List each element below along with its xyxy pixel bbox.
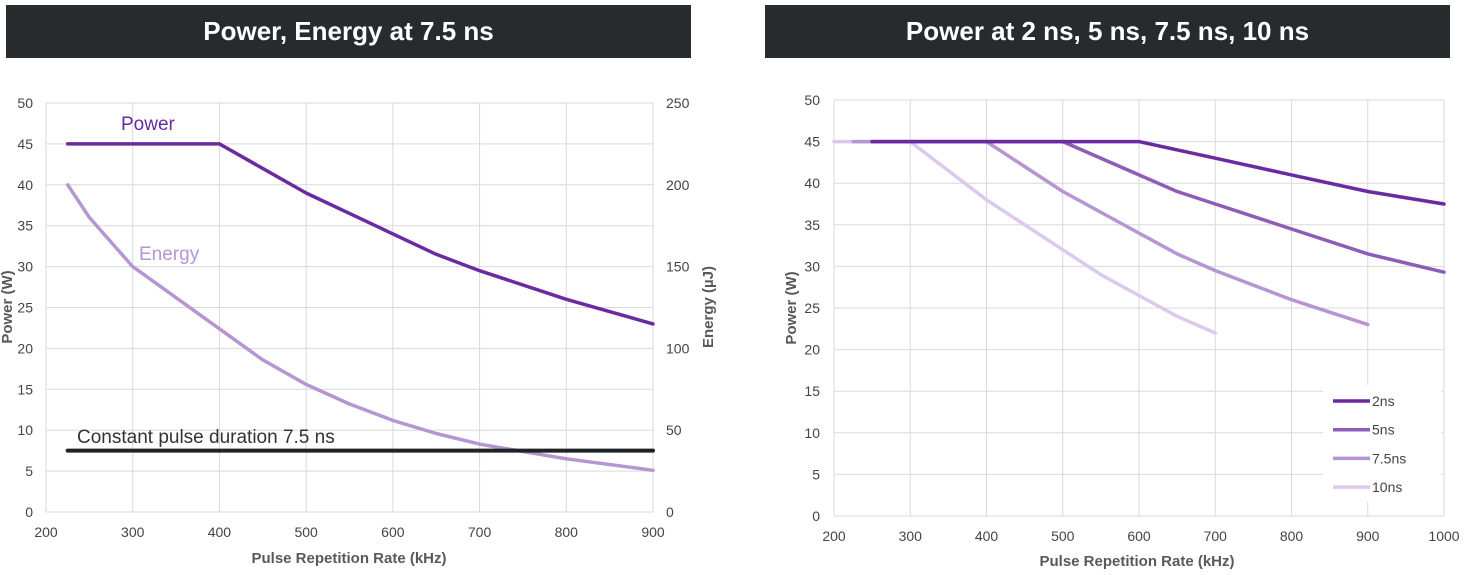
left-y-tick-label: 35 xyxy=(17,218,33,234)
left-x-tick-label: 500 xyxy=(294,524,318,540)
right-x-tick-label: 900 xyxy=(1356,528,1380,544)
energy-annotation: Energy xyxy=(139,244,200,265)
right-y-tick-label: 5 xyxy=(812,466,820,482)
left-y-tick-label: 45 xyxy=(17,136,33,152)
right-y-tick-label: 25 xyxy=(804,300,820,316)
right-y-tick-label: 10 xyxy=(804,425,820,441)
left-y-tick-label: 10 xyxy=(17,422,33,438)
left-y-tick-label: 0 xyxy=(25,504,33,520)
right-x-tick-label: 500 xyxy=(1051,528,1075,544)
series-10ns-line xyxy=(832,139,1218,335)
left-y-tick-label: 40 xyxy=(17,177,33,193)
left-y-tick-label: 30 xyxy=(17,259,33,275)
power-annotation: Power xyxy=(121,114,176,135)
series-5ns-line xyxy=(870,139,1446,274)
right-x-tick-label: 1000 xyxy=(1428,528,1459,544)
left-y2-axis-title: Energy (µJ) xyxy=(700,266,717,348)
left-y2-tick-label: 50 xyxy=(666,422,682,438)
right-y-tick-label: 50 xyxy=(804,92,820,108)
legend-5ns-label: 5ns xyxy=(1372,422,1395,438)
right-chart-title: Power at 2 ns, 5 ns, 7.5 ns, 10 ns xyxy=(765,5,1450,58)
left-y-axis-title: Power (W) xyxy=(0,270,16,343)
right-x-tick-label: 200 xyxy=(822,528,846,544)
left-x-tick-label: 700 xyxy=(468,524,492,540)
left-x-tick-label: 300 xyxy=(121,524,145,540)
series-2ns-line xyxy=(870,139,1446,206)
left-y2-tick-label: 0 xyxy=(666,504,674,520)
right-x-tick-label: 600 xyxy=(1127,528,1151,544)
right-y-tick-label: 40 xyxy=(804,175,820,191)
left-y-tick-label: 5 xyxy=(25,463,33,479)
right-y-tick-label: 30 xyxy=(804,258,820,274)
right-x-tick-label: 300 xyxy=(899,528,923,544)
left-x-tick-label: 800 xyxy=(555,524,579,540)
left-y-tick-label: 15 xyxy=(17,381,33,397)
legend-7-5ns-label: 7.5ns xyxy=(1372,450,1406,466)
right-x-tick-label: 800 xyxy=(1280,528,1304,544)
right-y-tick-label: 15 xyxy=(804,383,820,399)
left-y2-tick-label: 200 xyxy=(666,177,690,193)
right-y-tick-label: 20 xyxy=(804,342,820,358)
left-x-tick-label: 400 xyxy=(208,524,232,540)
left-x-axis-title: Pulse Repetition Rate (kHz) xyxy=(251,550,446,567)
left-x-tick-label: 900 xyxy=(641,524,665,540)
right-y-tick-label: 35 xyxy=(804,217,820,233)
right-x-tick-label: 700 xyxy=(1204,528,1228,544)
right-x-tick-label: 400 xyxy=(975,528,999,544)
left-x-tick-label: 200 xyxy=(34,524,58,540)
left-y-tick-label: 20 xyxy=(17,340,33,356)
legend-box xyxy=(1323,385,1441,502)
left-y2-tick-label: 250 xyxy=(666,95,690,111)
constant-pulse-annotation: Constant pulse duration 7.5 ns xyxy=(77,427,335,448)
left-y2-tick-label: 100 xyxy=(666,340,690,356)
series-7-5ns-line xyxy=(851,139,1370,327)
right-y-tick-label: 0 xyxy=(812,508,820,524)
right-x-axis-title: Pulse Repetition Rate (kHz) xyxy=(1039,553,1234,570)
left-chart-title: Power, Energy at 7.5 ns xyxy=(6,5,691,58)
left-y-tick-label: 25 xyxy=(17,300,33,316)
legend-2ns-label: 2ns xyxy=(1372,393,1395,409)
right-y-axis-title: Power (W) xyxy=(783,271,800,344)
power-line xyxy=(65,142,655,326)
left-y-tick-label: 50 xyxy=(17,95,33,111)
legend-10ns-label: 10ns xyxy=(1372,479,1402,495)
right-y-tick-label: 45 xyxy=(804,134,820,150)
left-x-tick-label: 600 xyxy=(381,524,405,540)
left-y2-tick-label: 150 xyxy=(666,259,690,275)
